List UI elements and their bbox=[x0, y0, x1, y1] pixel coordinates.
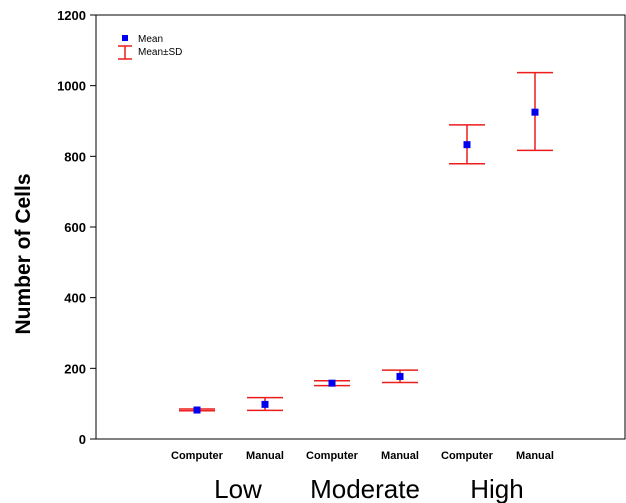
data-marks bbox=[179, 71, 553, 414]
x-tick-label: Manual bbox=[516, 450, 554, 462]
y-axis: 0 200 400 600 800 1000 1200 bbox=[57, 8, 96, 447]
y-tick-label: 200 bbox=[64, 361, 86, 376]
error-bar-group bbox=[247, 396, 283, 412]
x-tick-label: Computer bbox=[306, 450, 359, 462]
error-bar-group bbox=[517, 71, 553, 152]
y-tick-label: 400 bbox=[64, 291, 86, 306]
legend-range-label: Mean±SD bbox=[138, 47, 182, 58]
y-tick-label: 1000 bbox=[57, 79, 86, 94]
x-tick-label: Manual bbox=[246, 450, 284, 462]
error-bar-group bbox=[449, 124, 485, 165]
x-tick-label: Manual bbox=[381, 450, 419, 462]
x-axis: Computer Manual Computer Manual Computer Manu… bbox=[171, 450, 554, 503]
legend: Mean Mean±SD bbox=[118, 34, 182, 60]
mean-marker bbox=[193, 406, 201, 414]
error-bar-group bbox=[382, 369, 418, 384]
group-label: High bbox=[470, 474, 523, 503]
mean-marker bbox=[396, 372, 404, 380]
legend-mean-label: Mean bbox=[138, 34, 163, 45]
mean-marker bbox=[531, 108, 539, 116]
mean-marker bbox=[463, 141, 471, 149]
plot-frame bbox=[95, 14, 626, 440]
error-bar-group bbox=[314, 379, 350, 387]
y-tick-label: 1200 bbox=[57, 8, 86, 23]
y-tick-label: 0 bbox=[79, 432, 86, 447]
y-tick-label: 600 bbox=[64, 220, 86, 235]
legend-mean-marker bbox=[122, 35, 128, 41]
mean-marker bbox=[328, 379, 336, 387]
y-tick-label: 800 bbox=[64, 149, 86, 164]
x-tick-label: Computer bbox=[441, 450, 494, 462]
error-bar-group bbox=[179, 406, 215, 414]
group-label: Moderate bbox=[310, 474, 420, 503]
mean-marker bbox=[261, 400, 269, 408]
y-axis-label: Number of Cells bbox=[12, 173, 35, 334]
x-tick-label: Computer bbox=[171, 450, 224, 462]
group-label: Low bbox=[214, 474, 262, 503]
